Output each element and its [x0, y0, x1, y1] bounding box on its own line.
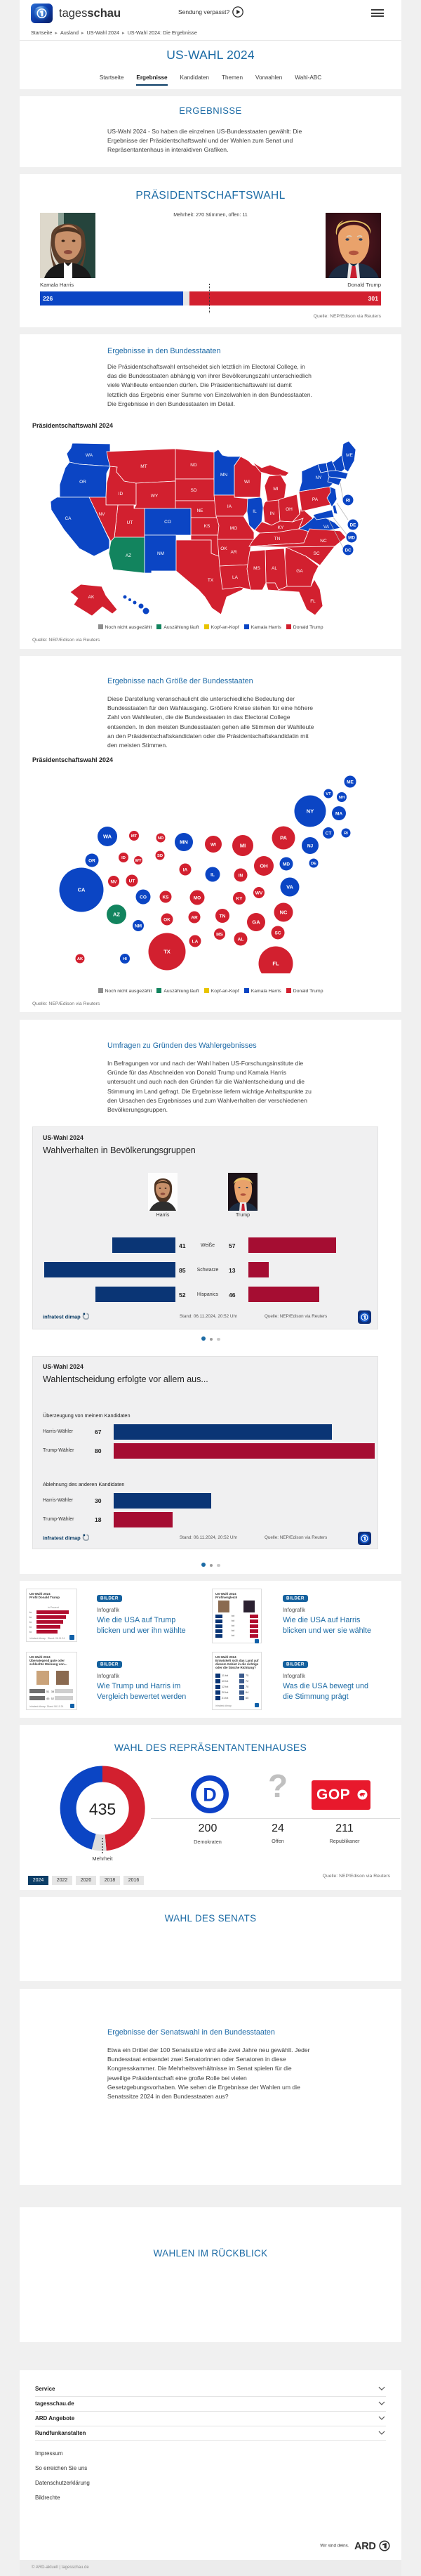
svg-text:WA: WA: [103, 834, 112, 840]
svg-text:DE: DE: [350, 523, 356, 527]
svg-text:AZ: AZ: [113, 912, 120, 918]
svg-text:WV: WV: [255, 891, 263, 895]
svg-text:VA: VA: [286, 884, 293, 891]
svg-text:CA: CA: [78, 887, 86, 893]
svg-text:MO: MO: [194, 895, 201, 900]
svg-text:AK: AK: [77, 957, 83, 961]
svg-text:NM: NM: [135, 924, 142, 928]
svg-text:MT: MT: [131, 834, 138, 839]
svg-text:NV: NV: [98, 512, 105, 517]
svg-text:FL: FL: [272, 961, 279, 967]
svg-text:MD: MD: [348, 535, 355, 540]
svg-text:ID: ID: [121, 856, 126, 860]
svg-text:LA: LA: [192, 939, 199, 944]
svg-text:ME: ME: [346, 453, 353, 458]
svg-text:TX: TX: [208, 578, 214, 583]
svg-text:MI: MI: [240, 843, 246, 849]
svg-text:MI: MI: [273, 487, 278, 492]
svg-text:MS: MS: [216, 932, 223, 937]
svg-text:NY: NY: [315, 475, 322, 480]
svg-text:CA: CA: [65, 516, 72, 521]
svg-text:MN: MN: [220, 473, 227, 478]
svg-text:ND: ND: [190, 463, 197, 468]
svg-text:ND: ND: [158, 836, 163, 841]
svg-text:SC: SC: [274, 931, 281, 935]
svg-text:AR: AR: [191, 915, 198, 920]
svg-text:CO: CO: [140, 895, 147, 900]
svg-text:SC: SC: [313, 551, 319, 556]
svg-text:UT: UT: [129, 879, 135, 883]
svg-text:RI: RI: [346, 498, 351, 503]
svg-text:MO: MO: [230, 526, 237, 531]
svg-text:D: D: [203, 1785, 217, 1806]
svg-text:HI: HI: [123, 957, 127, 961]
svg-text:PA: PA: [312, 497, 319, 502]
svg-text:KS: KS: [162, 895, 169, 900]
svg-text:WI: WI: [210, 842, 216, 847]
svg-text:NY: NY: [307, 808, 314, 815]
svg-text:MD: MD: [283, 862, 290, 867]
svg-text:AK: AK: [88, 595, 95, 600]
svg-text:OH: OH: [286, 507, 293, 512]
svg-text:ME: ME: [347, 780, 354, 784]
svg-text:OK: OK: [220, 546, 227, 551]
svg-text:GA: GA: [252, 919, 260, 926]
svg-text:KY: KY: [236, 896, 243, 901]
svg-text:RI: RI: [344, 832, 348, 836]
svg-text:VT: VT: [326, 792, 331, 796]
svg-text:CO: CO: [164, 520, 171, 525]
svg-text:ID: ID: [119, 492, 123, 497]
svg-text:FL: FL: [310, 599, 316, 604]
svg-text:NV: NV: [110, 879, 117, 884]
svg-text:DC: DC: [345, 548, 352, 553]
svg-text:TX: TX: [163, 949, 171, 955]
svg-text:WY: WY: [135, 859, 141, 863]
svg-text:NJ: NJ: [307, 843, 314, 848]
svg-text:NE: NE: [196, 508, 203, 513]
svg-text:NM: NM: [157, 551, 164, 556]
svg-text:MA: MA: [335, 811, 342, 816]
svg-text:435: 435: [89, 1800, 116, 1818]
svg-text:KY: KY: [278, 525, 284, 530]
svg-text:WA: WA: [86, 453, 93, 458]
svg-text:PA: PA: [280, 835, 287, 841]
svg-text:AL: AL: [238, 937, 244, 942]
svg-text:WY: WY: [151, 494, 159, 499]
svg-text:NC: NC: [280, 909, 288, 916]
svg-text:MN: MN: [180, 839, 188, 846]
svg-text:OK: OK: [163, 917, 171, 922]
svg-text:KS: KS: [204, 524, 210, 529]
svg-text:AZ: AZ: [126, 553, 131, 558]
svg-text:VA: VA: [323, 525, 330, 530]
svg-text:UT: UT: [127, 520, 133, 525]
svg-text:IA: IA: [227, 504, 232, 509]
svg-text:NH: NH: [339, 796, 345, 800]
svg-text:IA: IA: [183, 867, 188, 872]
svg-text:AR: AR: [230, 550, 236, 555]
svg-text:OR: OR: [79, 480, 86, 485]
svg-text:MS: MS: [253, 566, 260, 571]
svg-text:WI: WI: [244, 480, 250, 485]
svg-text:MT: MT: [140, 464, 147, 469]
svg-text:NC: NC: [320, 539, 327, 544]
svg-text:LA: LA: [232, 575, 239, 580]
svg-text:IL: IL: [210, 872, 215, 877]
svg-text:AL: AL: [272, 566, 277, 571]
svg-text:SD: SD: [157, 854, 163, 858]
svg-text:TN: TN: [220, 914, 226, 919]
svg-text:TN: TN: [274, 537, 281, 541]
svg-text:DE: DE: [311, 862, 316, 866]
svg-text:IN: IN: [270, 511, 275, 516]
svg-text:OR: OR: [88, 858, 95, 863]
svg-text:GA: GA: [296, 569, 303, 574]
svg-text:OH: OH: [260, 863, 267, 869]
svg-text:CT: CT: [326, 831, 332, 836]
svg-text:SD: SD: [190, 488, 196, 493]
svg-text:IL: IL: [253, 509, 257, 514]
svg-text:IN: IN: [239, 873, 243, 878]
